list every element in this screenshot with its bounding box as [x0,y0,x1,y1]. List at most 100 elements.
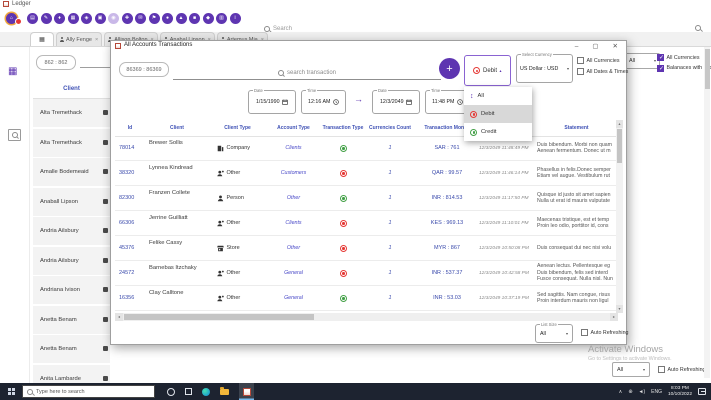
checkbox-box[interactable] [577,57,584,64]
column-header-client-type[interactable]: Client Type [224,125,251,131]
transaction-id-link[interactable]: 45376 [119,245,135,251]
toolbar-button-2[interactable]: ▤ [27,13,38,24]
toolbar-button-16[interactable]: ▥ [216,13,227,24]
all-currencies-checkbox[interactable]: All Currencies [577,57,628,64]
all-currencies-checkbox[interactable]: All Currencies [657,54,711,62]
client-list-item[interactable]: Andriana Ivison [33,276,110,304]
checkbox-box[interactable] [577,68,584,75]
tab-ally-fenge[interactable]: Ally Fenge × [56,32,103,46]
client-list-item[interactable]: Anetta Benam [33,305,110,334]
ledger-taskbar-icon[interactable] [239,383,254,400]
toolbar-button-9[interactable]: ✚ [121,13,133,24]
edge-browser-icon[interactable] [202,387,210,396]
transaction-row[interactable]: 45376 Felike Cassy Store Other 1 MYR : 867 12/… [115,236,618,261]
network-icon[interactable]: ⊕ [628,388,633,395]
add-transaction-button[interactable]: + [439,58,460,79]
column-header-account-type[interactable]: Account Type [277,125,310,131]
checkbox-box[interactable] [657,64,664,73]
balances-with-local-checkbox[interactable]: Balanaces with Local [657,64,711,73]
toolbar-button-10[interactable]: ✉ [135,13,146,24]
language-indicator[interactable]: ENG [651,388,662,395]
scrollbar-thumb[interactable] [124,314,314,320]
transaction-id-link[interactable]: 78014 [119,145,135,151]
transaction-row[interactable]: 24572 Barnebas Itzchaky Other General 1 INR :… [115,261,618,286]
menu-item-debit[interactable]: Debit [464,105,532,123]
client-list-item[interactable]: Amalle Bodemeaid [33,158,110,186]
toolbar-button-15[interactable]: ◆ [202,13,214,24]
toolbar-button-14[interactable]: ■ [189,13,200,24]
notification-center-icon[interactable] [698,388,706,395]
task-view-icon[interactable] [185,388,192,395]
search-documents-icon[interactable] [8,129,21,141]
toolbar-button-12[interactable]: ● [162,13,173,24]
currency-filter-select[interactable]: All ▾ [625,53,660,69]
toolbar-button-11[interactable]: ⚑ [148,13,160,24]
close-tab-icon[interactable]: × [208,37,211,43]
taskbar-clock[interactable]: 8:03 PM 10/10/2022 [668,386,692,397]
menu-item-all[interactable]: ↕ All [464,87,532,105]
toolbar-button-5[interactable]: ▦ [67,13,79,24]
column-header-transaction-money[interactable]: Transaction Money [424,125,470,131]
list-size-select[interactable]: All ▾ [612,362,650,377]
toolbar-button-6[interactable]: ◈ [81,13,92,24]
table-vertical-scrollbar[interactable]: ▲ ▼ [616,120,623,313]
transaction-row[interactable]: 38320 Lynnea Kindread Other Customers 1 QAR :… [115,161,618,186]
toolbar-button-13[interactable]: ▲ [175,13,187,24]
transaction-id-link[interactable]: 82300 [119,195,135,201]
transaction-search-input[interactable]: search transaction [173,66,441,80]
close-tab-icon[interactable]: × [151,37,154,43]
select-currency-dropdown[interactable]: Select Currency US Dollar : USD ▾ [516,52,573,83]
from-time-field[interactable]: Time 12:16 AM [301,88,346,114]
client-list-item[interactable]: Alta Tremethack [33,128,110,157]
client-list-item[interactable]: Anetta Benam [33,335,110,363]
taskbar-search-input[interactable]: Type here to search [22,385,155,398]
transaction-row[interactable]: 82300 Franzen Collete Person Other 1 INR : 81… [115,186,618,211]
column-header-statement[interactable]: Statement [564,125,589,131]
transaction-row[interactable]: 78014 Brewer Sollis Company Clients 1 SAR : 7… [115,136,618,161]
table-horizontal-scrollbar[interactable]: ◄ ► [115,313,618,321]
client-list-item[interactable]: Anaball Lipson [33,187,110,216]
scroll-down-icon[interactable]: ▼ [616,305,623,313]
to-date-field[interactable]: Date 12/3/2049 [372,88,420,114]
column-header-id[interactable]: Id [127,125,133,131]
close-button[interactable]: ✕ [612,43,618,50]
toolbar-button-17[interactable]: i [229,13,241,24]
to-time-field[interactable]: Time 11:48 PM [425,88,470,114]
client-list-item[interactable]: Anita Lambarde [33,364,110,383]
column-header-currencies-count[interactable]: Currencies Count [369,125,411,131]
accounts-grid-icon[interactable]: ▦ [8,66,18,77]
start-button[interactable] [0,383,22,400]
auto-refreshing-checkbox[interactable]: Auto Refreshing [658,366,705,373]
checkbox-box[interactable] [657,54,664,62]
toolbar-button-8[interactable]: ◉ [108,13,119,24]
maximize-button[interactable]: ▢ [592,43,599,50]
column-header-transaction-type[interactable]: Transaction Type [322,125,364,131]
checkbox-box[interactable] [658,366,665,373]
client-list-item[interactable]: Andria Ailsbury [33,246,110,275]
client-list-item[interactable]: Andria Ailsbury [33,217,110,245]
transaction-row[interactable]: 16356 Clay Calltone Other General 1 INR : 53.… [115,286,618,311]
toolbar-button-1[interactable]: ⌂ [6,13,22,25]
scrollbar-thumb[interactable] [704,49,710,89]
transaction-id-link[interactable]: 66306 [119,220,135,226]
list-size-dropdown[interactable]: List Size All ▾ [535,322,573,343]
menu-item-credit[interactable]: Credit [464,123,532,141]
client-column-header[interactable]: Client [33,80,110,99]
tab-accounts-overview[interactable]: ▦ [30,32,54,46]
checkbox-box[interactable] [581,329,588,336]
client-list-item[interactable]: Alta Tremethack [33,99,110,127]
transaction-id-link[interactable]: 16356 [119,295,135,301]
volume-icon[interactable]: ◄) [638,388,646,395]
close-tab-icon[interactable]: × [95,36,99,43]
toolbar-button-3[interactable]: ✎ [40,13,52,24]
minimize-button[interactable]: – [574,43,579,50]
transaction-id-link[interactable]: 24572 [119,270,135,276]
toolbar-button-7[interactable]: ▣ [94,13,106,24]
file-explorer-icon[interactable] [220,387,229,395]
hidden-icons-chevron[interactable]: ∧ [618,388,623,395]
transaction-id-link[interactable]: 38320 [119,170,135,176]
scroll-up-icon[interactable]: ▲ [616,120,623,128]
all-dates-times-checkbox[interactable]: All Dates & Times [577,68,628,75]
scrollbar-thumb[interactable] [617,129,622,163]
scroll-left-icon[interactable]: ◄ [115,313,123,321]
